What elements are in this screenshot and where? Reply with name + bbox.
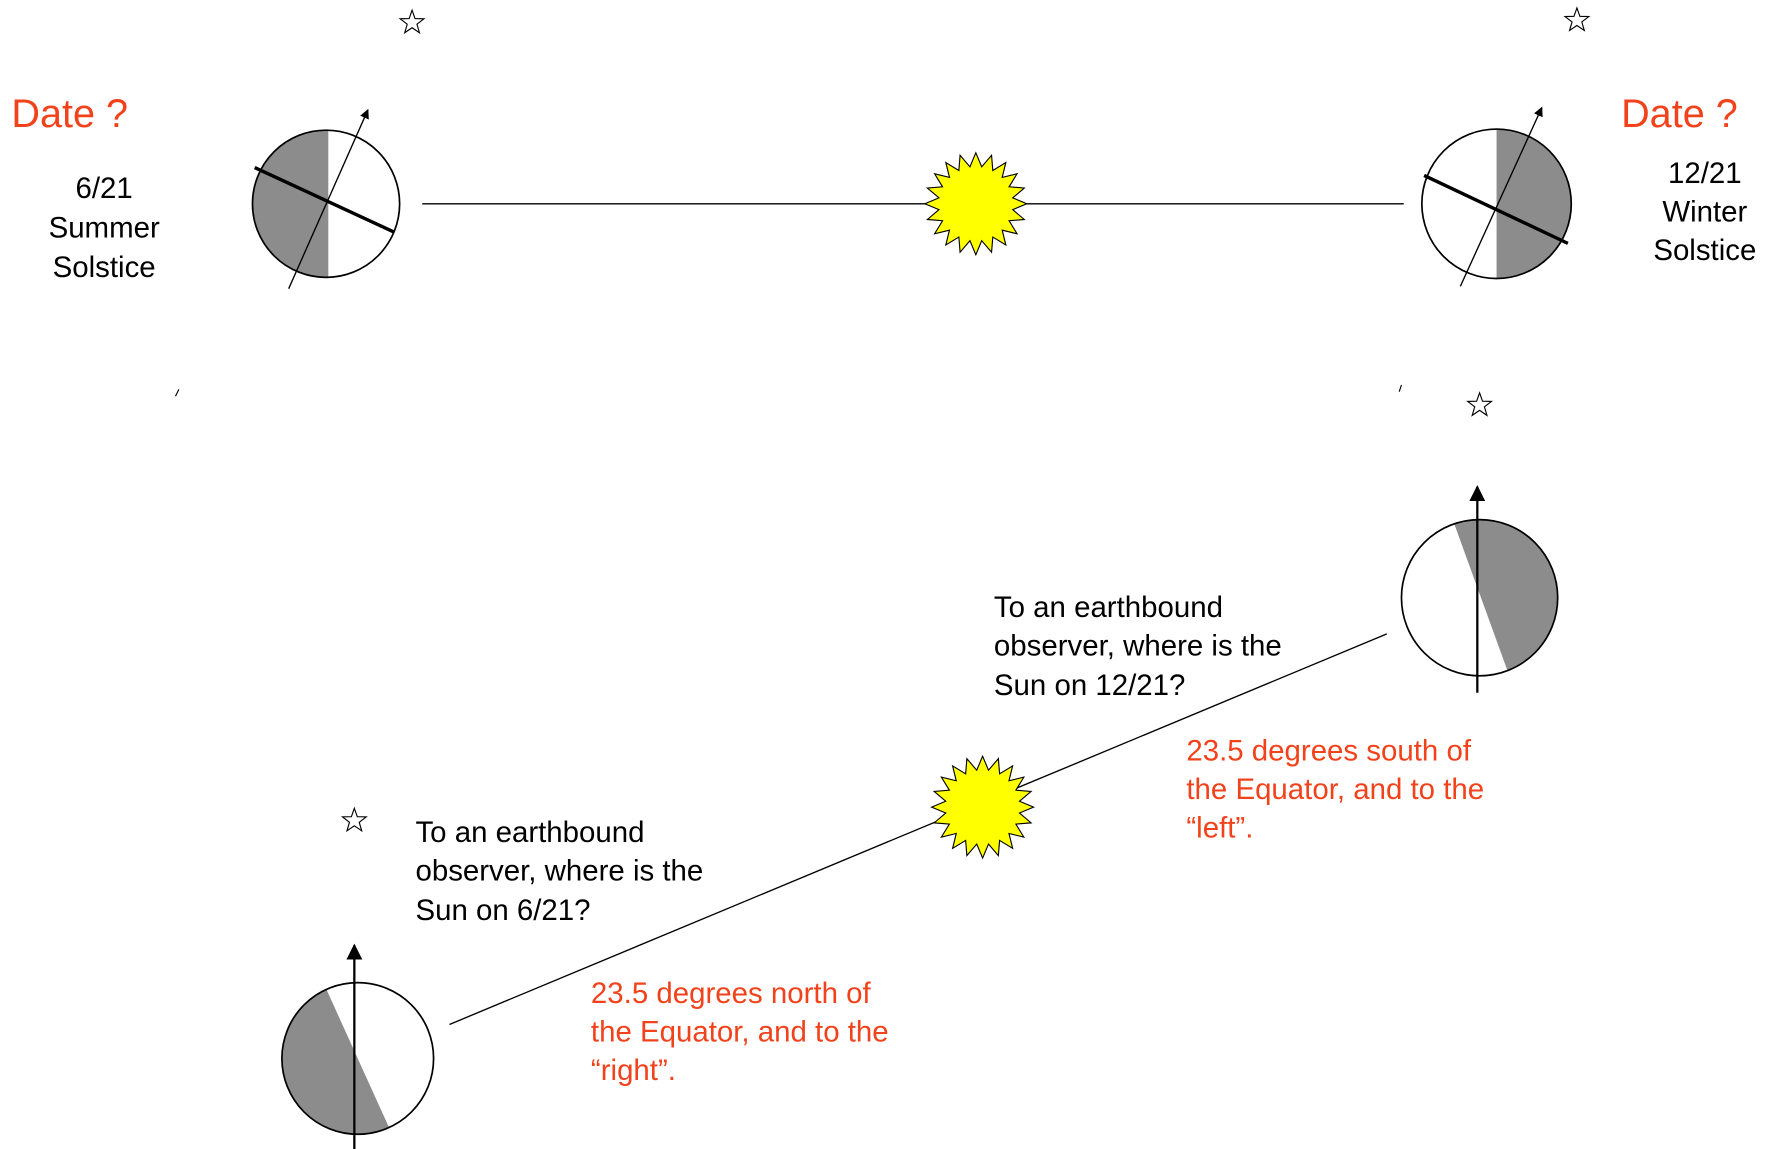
answer: “right”. (591, 1054, 676, 1087)
heading: Date ? (1621, 92, 1738, 136)
question: observer, where is the (415, 855, 703, 888)
label: Winter (1662, 196, 1747, 229)
answer: 23.5 degrees south of (1186, 735, 1471, 768)
label: Solstice (1653, 234, 1756, 267)
answer: 23.5 degrees north of (591, 977, 872, 1010)
answer: the Equator, and to the (591, 1015, 889, 1048)
mark (1398, 384, 1403, 392)
earth (1420, 106, 1573, 287)
answer: the Equator, and to the (1186, 773, 1484, 806)
star (340, 806, 368, 833)
mark (174, 389, 180, 397)
star (1563, 6, 1591, 32)
star (398, 8, 426, 35)
question: To an earthbound (415, 816, 644, 849)
earth (281, 943, 435, 1149)
question: Sun on 6/21? (415, 894, 590, 927)
sun (923, 151, 1029, 257)
question: Sun on 12/21? (994, 669, 1185, 702)
question: observer, where is the (994, 629, 1282, 662)
earth (251, 108, 401, 289)
earth (1400, 485, 1559, 693)
label: 6/21 (76, 172, 133, 205)
sun (930, 754, 1036, 860)
heading: Date ? (11, 92, 128, 136)
star (1466, 391, 1494, 417)
label: 12/21 (1668, 157, 1742, 190)
question: To an earthbound (994, 591, 1223, 624)
orbit-line (449, 633, 1388, 1026)
answer: “left”. (1186, 812, 1253, 845)
label: Summer (49, 212, 160, 245)
label: Solstice (53, 251, 156, 284)
